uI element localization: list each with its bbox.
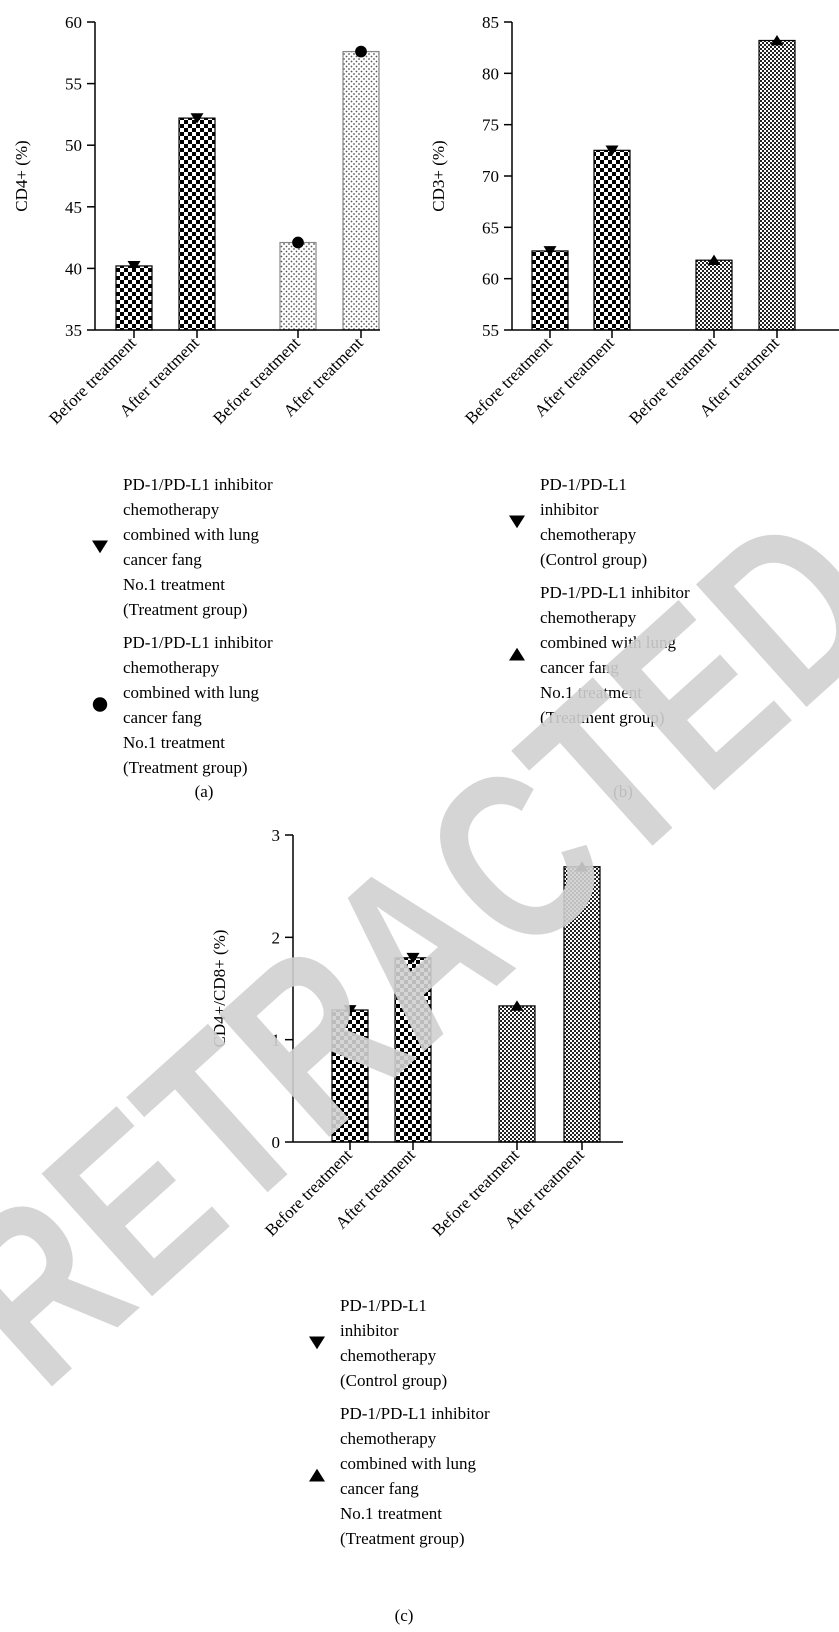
y-axis-title: CD3+ (%): [429, 140, 448, 211]
legend-label: (Control group): [340, 1371, 447, 1390]
legend-entry: PD-1/PD-L1 inhibitor chemotherapy combined…: [92, 475, 273, 619]
legend-marker-icon: [509, 515, 525, 529]
panel-label: (a): [195, 782, 214, 801]
legend-marker-icon: [309, 1336, 325, 1350]
bar: [695, 259, 733, 331]
legend-label: (Treatment group): [123, 758, 248, 777]
legend-label: No.1 treatment: [123, 733, 225, 752]
y-tick-label: 3: [272, 826, 281, 845]
bar: [342, 50, 380, 331]
y-tick-label: 40: [65, 259, 82, 278]
y-tick-label: 85: [482, 13, 499, 32]
legend-label: chemotherapy: [123, 500, 220, 519]
legend-entry: PD-1/PD-L1 inhibitor chemotherapy combined…: [509, 583, 690, 727]
y-axis-title: CD4+/CD8+ (%): [210, 930, 229, 1048]
y-axis-title: CD4+ (%): [12, 140, 31, 211]
legend-label: chemotherapy: [340, 1346, 437, 1365]
bar: [115, 265, 153, 331]
legend-label: chemotherapy: [123, 658, 220, 677]
bar-marker: [127, 261, 141, 272]
y-tick-label: 35: [65, 321, 82, 340]
legend-label: No.1 treatment: [540, 683, 642, 702]
bar: [498, 1005, 536, 1143]
legend-label: chemotherapy: [540, 525, 637, 544]
bar: [563, 866, 601, 1143]
bar-marker: [770, 34, 784, 46]
legend-label: PD-1/PD-L1 inhibitor: [123, 475, 273, 494]
legend-marker-icon: [92, 540, 108, 554]
bar: [394, 957, 432, 1143]
panel-label: (c): [395, 1606, 414, 1625]
legend-entry: PD-1/PD-L1 inhibitor chemotherapy combined…: [309, 1404, 490, 1548]
legend-label: combined with lung: [340, 1454, 476, 1473]
legend-label: (Treatment group): [123, 600, 248, 619]
legend-label: cancer fang: [123, 550, 202, 569]
bar: [531, 250, 569, 331]
y-tick-label: 2: [272, 928, 281, 947]
y-tick-label: 80: [482, 64, 499, 83]
legend-label: chemotherapy: [340, 1429, 437, 1448]
y-tick-label: 75: [482, 116, 499, 135]
bar-marker: [292, 236, 304, 249]
bar-marker: [575, 861, 589, 872]
legend-label: (Treatment group): [540, 708, 665, 727]
legend-label: inhibitor: [540, 500, 599, 519]
bar-marker: [543, 246, 557, 257]
legend-label: inhibitor: [340, 1321, 399, 1340]
y-tick-label: 65: [482, 218, 499, 237]
legend-entry: PD-1/PD-L1 inhibitor chemotherapy combined…: [92, 633, 273, 777]
legend-label: cancer fang: [123, 708, 202, 727]
y-tick-label: 50: [65, 136, 82, 155]
bar-marker: [510, 1000, 524, 1011]
y-tick-label: 0: [272, 1133, 281, 1152]
legend-label: combined with lung: [123, 525, 259, 544]
legend-label: combined with lung: [123, 683, 259, 702]
panel-label: (b): [613, 782, 633, 801]
legend-marker-icon: [509, 647, 525, 661]
y-tick-label: 70: [482, 167, 499, 186]
bar: [279, 241, 317, 331]
bar-marker: [406, 952, 420, 964]
bar: [331, 1009, 369, 1143]
legend-marker-icon: [92, 697, 108, 712]
legend-label: PD-1/PD-L1: [540, 475, 627, 494]
y-tick-label: 1: [272, 1031, 281, 1050]
legend-label: PD-1/PD-L1: [340, 1296, 427, 1315]
legend-label: cancer fang: [540, 658, 619, 677]
legend-entry: PD-1/PD-L1 inhibitor chemotherapy (Control …: [309, 1296, 447, 1390]
legend-label: No.1 treatment: [123, 575, 225, 594]
bar-marker: [355, 45, 367, 58]
legend-label: PD-1/PD-L1 inhibitor: [340, 1404, 490, 1423]
legend-entry: PD-1/PD-L1 inhibitor chemotherapy (Control …: [509, 475, 647, 569]
legend-label: (Control group): [540, 550, 647, 569]
bar-marker: [707, 254, 721, 266]
y-tick-label: 60: [482, 270, 499, 289]
y-tick-label: 55: [65, 75, 82, 94]
bar: [178, 117, 216, 331]
legend-label: combined with lung: [540, 633, 676, 652]
legend-label: No.1 treatment: [340, 1504, 442, 1523]
legend-label: PD-1/PD-L1 inhibitor: [540, 583, 690, 602]
bar-marker: [343, 1005, 357, 1016]
bar: [593, 149, 631, 331]
y-tick-label: 45: [65, 198, 82, 217]
legend-label: (Treatment group): [340, 1529, 465, 1548]
bar-marker: [605, 145, 619, 156]
legend-label: cancer fang: [340, 1479, 419, 1498]
bar: [758, 39, 796, 331]
bar-marker: [190, 113, 204, 124]
legend-marker-icon: [309, 1468, 325, 1482]
y-tick-label: 55: [482, 321, 499, 340]
legend-label: PD-1/PD-L1 inhibitor: [123, 633, 273, 652]
legend-label: chemotherapy: [540, 608, 637, 627]
y-tick-label: 60: [65, 13, 82, 32]
